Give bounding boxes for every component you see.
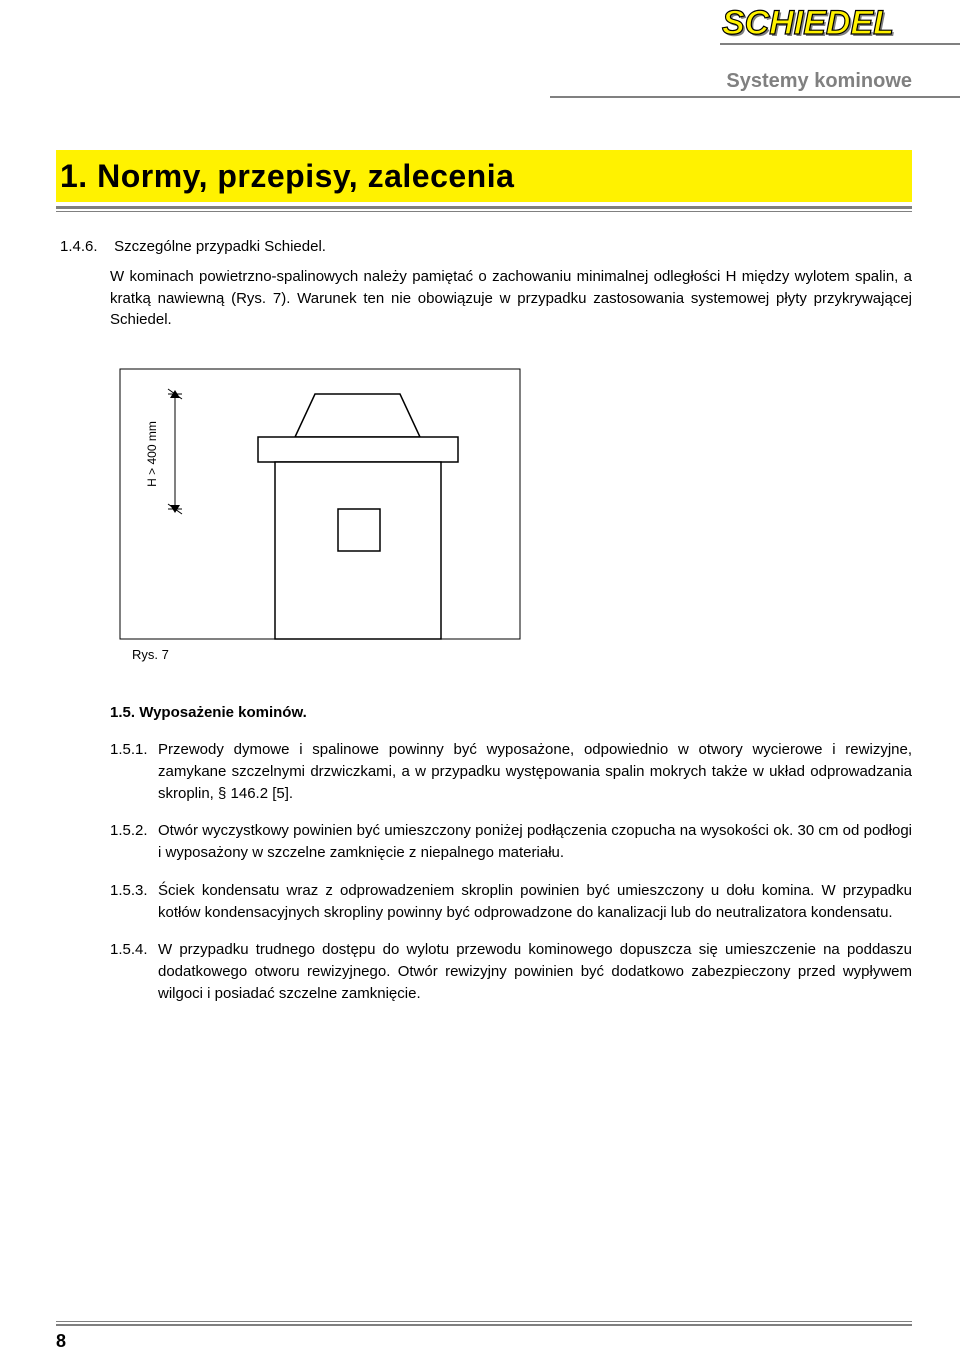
- item-text: W przypadku trudnego dostępu do wylotu p…: [158, 939, 912, 1004]
- diagram-wrapper: H > 400 mm Rys. 7: [110, 359, 912, 674]
- section-num: 1.5.: [110, 704, 135, 721]
- item-3: 1.5.3. Ściek kondensatu wraz z odprowadz…: [110, 880, 912, 924]
- item-text: Ściek kondensatu wraz z odprowadzeniem s…: [158, 880, 912, 924]
- item-num: 1.5.4.: [110, 939, 158, 1004]
- brand-subtitle: Systemy kominowe: [726, 70, 912, 93]
- item-num: 1.5.1.: [110, 739, 158, 804]
- item-2: 1.5.2. Otwór wyczystkowy powinien być um…: [110, 820, 912, 864]
- intro-num: 1.4.6.: [60, 236, 110, 258]
- subtitle-rule: [550, 96, 960, 98]
- item-text: Przewody dymowe i spalinowe powinny być …: [158, 739, 912, 804]
- diagram-h-label: H > 400 mm: [145, 421, 159, 487]
- intro-lead: Szczególne przypadki Schiedel.: [114, 238, 326, 255]
- intro-body: W kominach powietrzno-spalinowych należy…: [110, 266, 912, 331]
- section-heading: 1.5. Wyposażenie kominów.: [110, 704, 912, 721]
- item-text: Otwór wyczystkowy powinien być umieszczo…: [158, 820, 912, 864]
- title-rule-thick: [56, 206, 912, 209]
- diagram-caption: Rys. 7: [132, 647, 169, 662]
- chimney-diagram: H > 400 mm Rys. 7: [110, 359, 530, 669]
- item-1: 1.5.1. Przewody dymowe i spalinowe powin…: [110, 739, 912, 804]
- svg-text:SCHIEDEL: SCHIEDEL: [722, 4, 894, 42]
- main-content: 1.4.6. Szczególne przypadki Schiedel. W …: [110, 236, 912, 1005]
- subtitle-bar: Systemy kominowe: [0, 70, 960, 100]
- item-num: 1.5.2.: [110, 820, 158, 864]
- footer-rule-thick: [56, 1324, 912, 1326]
- item-num: 1.5.3.: [110, 880, 158, 924]
- intro-para: 1.4.6. Szczególne przypadki Schiedel.: [110, 236, 912, 258]
- title-rule-thin: [56, 211, 912, 212]
- footer-rule-thin: [56, 1321, 912, 1322]
- brand-logo: SCHIEDEL SCHIEDEL: [720, 0, 960, 53]
- page-title-band: 1. Normy, przepisy, zalecenia: [56, 150, 912, 202]
- page-title: 1. Normy, przepisy, zalecenia: [60, 158, 514, 195]
- item-4: 1.5.4. W przypadku trudnego dostępu do w…: [110, 939, 912, 1004]
- page-number: 8: [56, 1331, 66, 1352]
- section-title: Wyposażenie kominów.: [139, 704, 307, 721]
- page-header: SCHIEDEL SCHIEDEL: [0, 0, 960, 68]
